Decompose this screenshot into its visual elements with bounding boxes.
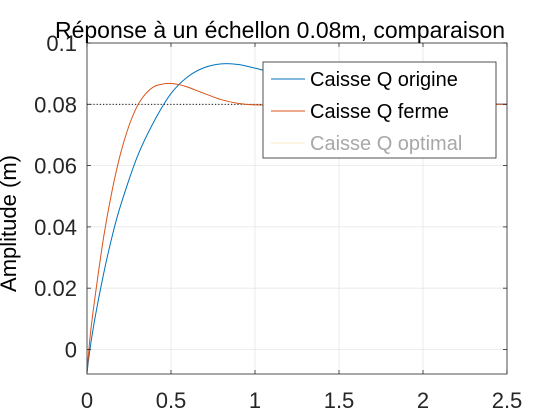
x-tick-label: 0 <box>81 388 93 413</box>
x-tick-label: 2 <box>417 388 429 413</box>
y-axis-label: Amplitude (m) <box>0 155 21 292</box>
legend-box <box>262 61 497 159</box>
legend: Caisse Q origine Caisse Q ferme Caisse Q o… <box>262 61 497 159</box>
y-tick-labels: 0 0.02 0.04 0.06 0.08 0.1 <box>34 31 77 362</box>
x-tick-label: 0.5 <box>156 388 187 413</box>
chart-title: Réponse à un échellon 0.08m, comparaison <box>55 17 505 43</box>
tick-marks <box>86 42 508 374</box>
legend-label-2: Caisse Q optimal <box>310 133 462 155</box>
y-tick-label: 0.08 <box>34 92 77 117</box>
legend-label-1: Caisse Q ferme <box>310 101 449 123</box>
y-tick-label: 0.06 <box>34 154 77 179</box>
y-tick-label: 0 <box>65 337 77 362</box>
x-tick-labels: 0 0.5 1 1.5 2 2.5 <box>81 388 522 413</box>
x-tick-label: 2.5 <box>492 388 523 413</box>
y-tick-label: 0.1 <box>46 31 77 56</box>
y-tick-label: 0.04 <box>34 215 77 240</box>
y-tick-label: 0.02 <box>34 276 77 301</box>
legend-label-0: Caisse Q origine <box>310 69 458 91</box>
axes-box <box>86 42 508 375</box>
x-tick-label: 1.5 <box>324 388 355 413</box>
x-tick-label: 1 <box>249 388 261 413</box>
